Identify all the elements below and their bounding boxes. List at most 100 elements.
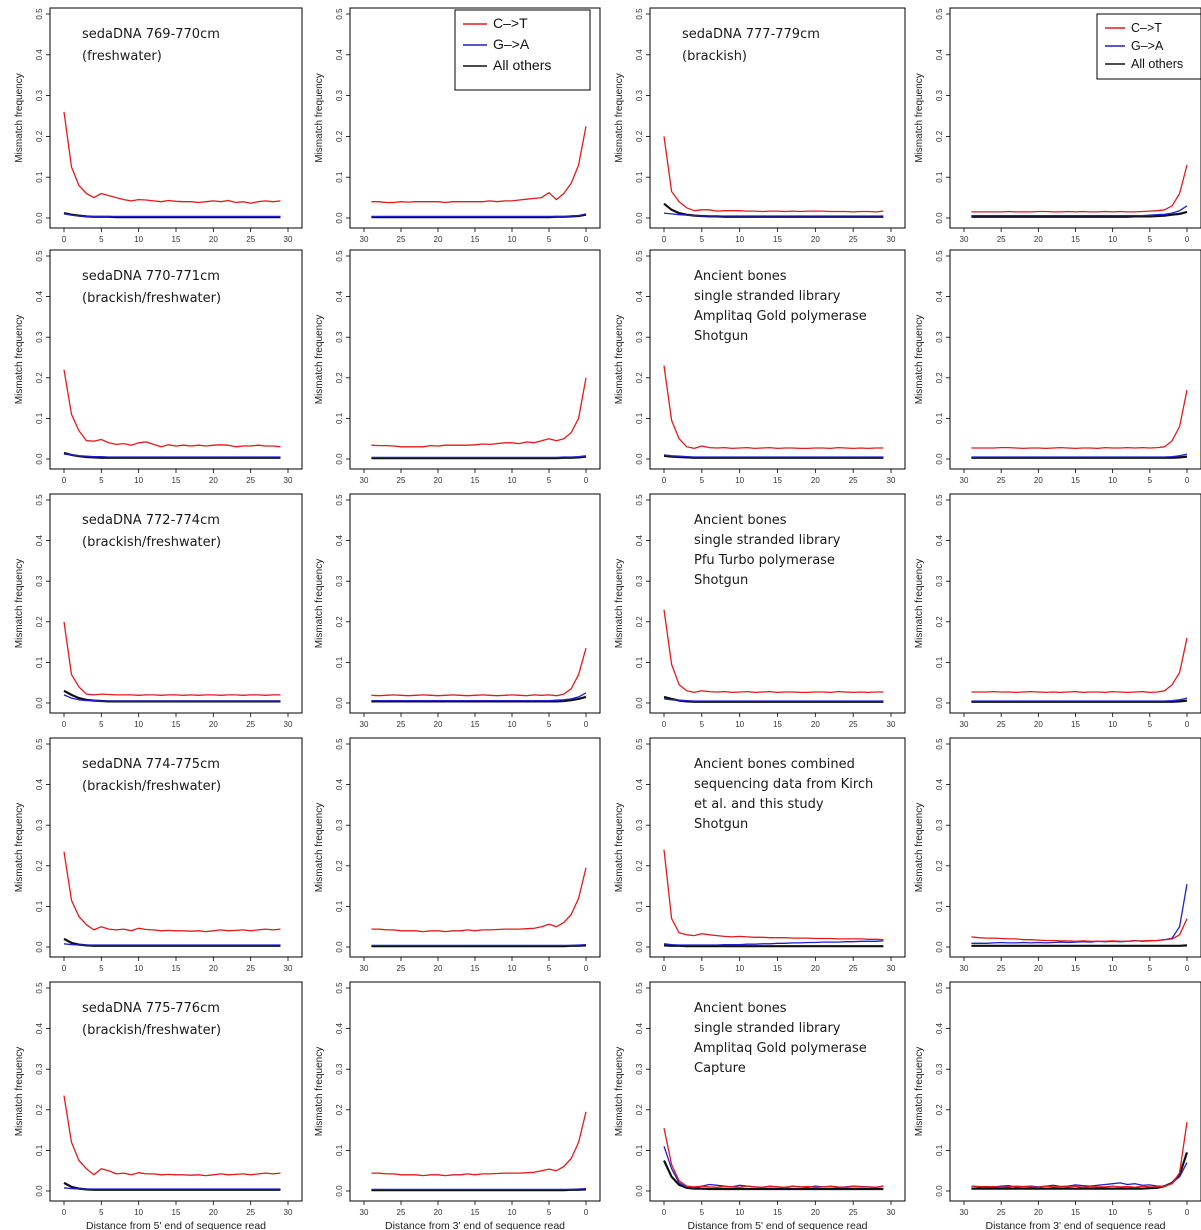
x-tick-label: 20 [1034, 964, 1043, 973]
x-tick-label: 10 [134, 235, 143, 244]
y-tick-label: 0.2 [935, 1104, 944, 1116]
y-tick-label: 0.5 [635, 494, 644, 506]
series-c-to-t [971, 637, 1188, 694]
series-all-others [971, 1152, 1189, 1190]
x-tick-label: 25 [849, 476, 858, 485]
y-tick-label: 0.4 [35, 778, 44, 790]
y-tick-label: 0.0 [635, 453, 644, 465]
x-tick-label: 0 [584, 235, 589, 244]
series-c-to-t [663, 1127, 884, 1188]
panel-annotation: (brackish/freshwater) [82, 291, 221, 306]
panel-r1c1: 0.0 0.1 0.2 0.3 0.4 0.5 Mismatch frequency 30 25… [314, 249, 601, 485]
x-tick-label: 30 [887, 235, 896, 244]
x-tick-label: 20 [811, 1208, 820, 1217]
series-all-others [63, 1181, 281, 1191]
x-tick-label: 20 [1034, 1208, 1043, 1217]
x-tick-label: 15 [1071, 1208, 1080, 1217]
y-tick-label: 0.0 [935, 941, 944, 953]
panel-annotation: sedaDNA 777-779cm [682, 27, 820, 42]
series-c-to-t [971, 918, 1188, 942]
panel-annotation: sedaDNA 772-774cm [82, 513, 220, 528]
series-all-others [63, 689, 281, 703]
y-tick-label: 0.5 [335, 250, 344, 262]
y-axis-label: Mismatch frequency [914, 1047, 925, 1136]
series-g-to-a [663, 454, 884, 458]
panel-annotation: (brackish/freshwater) [82, 535, 221, 550]
x-tick-label: 10 [735, 1208, 744, 1217]
series-g-to-a [63, 694, 281, 702]
x-tick-label: 25 [246, 1208, 255, 1217]
y-tick-label: 0.0 [335, 697, 344, 709]
panel-r3c0: 0.0 0.1 0.2 0.3 0.4 0.5 Mismatch frequency 0 5 10… [14, 737, 303, 973]
x-axis-label: Distance from 3' end of sequence read [985, 1220, 1165, 1230]
series-c-to-t [663, 136, 884, 213]
y-tick-label: 0.0 [335, 941, 344, 953]
panel-annotation: Shotgun [694, 817, 748, 832]
y-tick-label: 0.5 [935, 738, 944, 750]
y-tick-label: 0.2 [935, 616, 944, 628]
x-tick-label: 5 [700, 964, 705, 973]
panel-r1c0: 0.0 0.1 0.2 0.3 0.4 0.5 Mismatch frequency 0 5 10… [14, 249, 303, 485]
y-tick-label: 0.2 [635, 860, 644, 872]
x-axis-label: Distance from 5' end of sequence read [687, 1220, 867, 1230]
y-tick-label: 0.3 [935, 819, 944, 831]
y-tick-label: 0.1 [935, 900, 944, 912]
y-tick-label: 0.3 [635, 819, 644, 831]
series-all-others [63, 937, 281, 947]
panel-annotation: sedaDNA 770-771cm [82, 269, 220, 284]
x-tick-label: 20 [811, 235, 820, 244]
y-tick-label: 0.0 [335, 212, 344, 224]
series-all-others [371, 213, 587, 219]
y-tick-label: 0.3 [335, 1063, 344, 1075]
y-tick-label: 0.3 [335, 575, 344, 587]
y-tick-label: 0.4 [935, 1022, 944, 1034]
x-tick-label: 10 [1108, 1208, 1117, 1217]
x-tick-label: 10 [1108, 476, 1117, 485]
y-axis-label: Mismatch frequency [614, 1047, 625, 1136]
panel-r2c2: 0.0 0.1 0.2 0.3 0.4 0.5 Mismatch frequency 0 5 10… [614, 493, 906, 729]
series-c-to-t [971, 1121, 1188, 1188]
series-g-to-a [371, 1187, 587, 1191]
y-tick-label: 0.1 [935, 1144, 944, 1156]
series-g-to-a [663, 212, 884, 217]
x-tick-label: 5 [700, 235, 705, 244]
y-tick-label: 0.0 [935, 453, 944, 465]
x-tick-label: 10 [1108, 964, 1117, 973]
series-c-to-t [63, 111, 281, 204]
x-tick-label: 30 [284, 1208, 293, 1217]
y-tick-label: 0.3 [935, 89, 944, 101]
x-tick-label: 30 [360, 964, 369, 973]
panel-annotation: (brackish) [682, 49, 747, 64]
y-tick-label: 0.4 [935, 290, 944, 302]
series-all-others [371, 455, 587, 460]
series-g-to-a [63, 213, 281, 218]
panel-annotation: single stranded library [694, 1021, 841, 1036]
x-tick-label: 25 [997, 1208, 1006, 1217]
x-tick-label: 0 [1185, 1208, 1190, 1217]
y-tick-label: 0.0 [635, 212, 644, 224]
y-tick-label: 0.4 [935, 778, 944, 790]
panel-r4c2: 0.0 0.1 0.2 0.3 0.4 0.5 Mismatch frequency 0 5 10… [614, 981, 906, 1230]
panel-annotation: Shotgun [694, 573, 748, 588]
y-tick-label: 0.5 [35, 738, 44, 750]
x-tick-label: 25 [397, 1208, 406, 1217]
panel-annotation: single stranded library [694, 533, 841, 548]
series-c-to-t [663, 609, 884, 694]
x-tick-label: 0 [584, 964, 589, 973]
y-tick-label: 0.2 [35, 130, 44, 142]
x-tick-label: 15 [1071, 720, 1080, 729]
panel-r4c1: 0.0 0.1 0.2 0.3 0.4 0.5 Mismatch frequency 30 25… [314, 981, 601, 1230]
x-tick-label: 5 [547, 235, 552, 244]
x-tick-label: 20 [811, 720, 820, 729]
x-tick-label: 25 [997, 964, 1006, 973]
x-tick-label: 15 [773, 235, 782, 244]
y-tick-label: 0.0 [35, 1185, 44, 1197]
x-tick-label: 30 [360, 720, 369, 729]
y-tick-label: 0.4 [335, 534, 344, 546]
x-tick-label: 30 [887, 720, 896, 729]
x-tick-label: 15 [172, 964, 181, 973]
y-tick-label: 0.2 [35, 372, 44, 384]
x-tick-label: 15 [172, 720, 181, 729]
series-c-to-t [63, 1095, 281, 1177]
y-tick-label: 0.2 [35, 616, 44, 628]
